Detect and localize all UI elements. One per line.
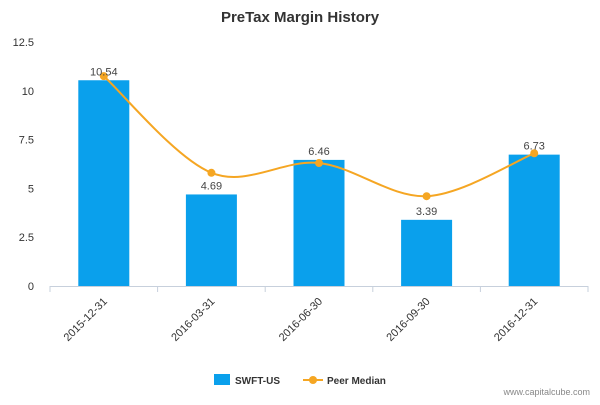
bar-data-label: 3.39 [416,206,437,218]
x-tick-label: 2015-12-31 [62,296,110,344]
bar-data-label: 6.46 [308,146,329,158]
bar-data-label: 6.73 [523,141,544,153]
bar [293,159,345,286]
legend-label-line: Peer Median [327,376,386,387]
y-tick-label: 10 [22,86,34,98]
bar-data-label: 4.69 [201,180,222,192]
y-tick-label: 0 [28,281,34,293]
bar [508,154,560,286]
bar [401,219,453,286]
x-tick-label: 2016-09-30 [384,296,432,344]
watermark: www.capitalcube.com [502,387,590,397]
peer-median-point [99,72,108,81]
peer-median-point [422,192,431,201]
x-tick-label: 2016-12-31 [492,296,540,344]
chart-title: PreTax Margin History [221,9,380,26]
legend-swatch-bar [214,374,230,385]
y-tick-label: 12.5 [13,37,34,49]
legend-label-bar: SWFT-US [235,376,280,387]
peer-median-point [207,168,216,177]
y-axis: 0 2.5 5 7.5 10 12.5 [13,37,34,293]
bar-series [78,80,560,286]
data-labels: 10.54 4.69 6.46 3.39 6.73 [90,66,545,218]
y-tick-label: 2.5 [19,232,34,244]
x-axis: 2015-12-31 2016-03-31 2016-06-30 2016-09-30… [49,286,589,344]
peer-median-point [315,159,323,168]
y-tick-label: 7.5 [19,135,34,147]
bar-data-label: 10.54 [90,66,118,78]
y-tick-label: 5 [28,183,34,195]
bar [78,80,130,286]
legend-swatch-point [309,376,317,384]
x-tick-label: 2016-03-31 [169,296,217,344]
peer-median-point [530,149,539,158]
bar [185,194,237,286]
line-series [99,72,539,201]
legend: SWFT-US Peer Median [214,374,386,387]
x-tick-label: 2016-06-30 [277,296,325,344]
